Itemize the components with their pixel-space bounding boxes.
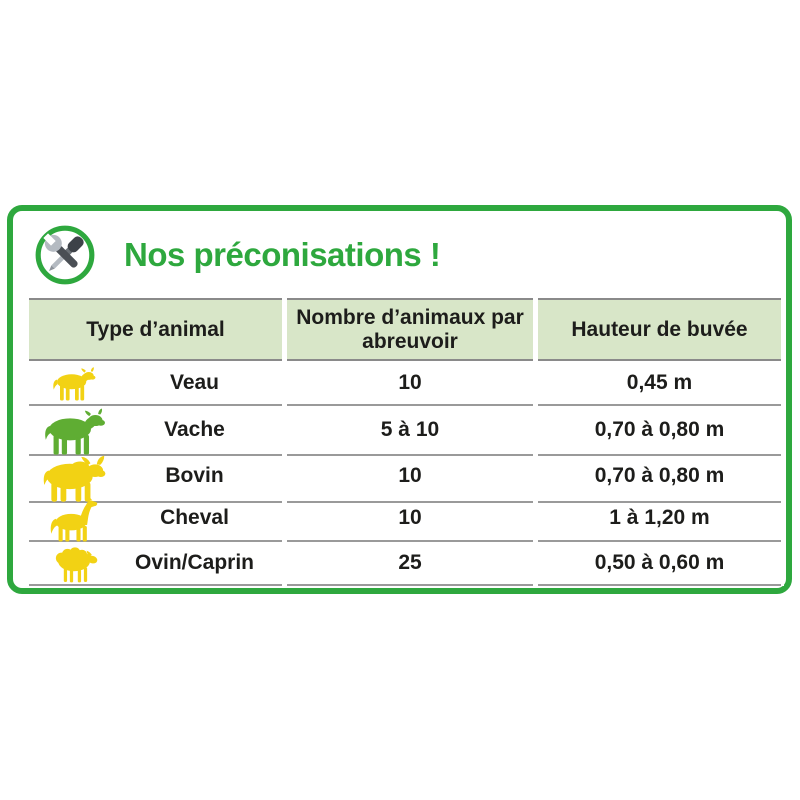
animal-type-cell: Cheval: [29, 496, 282, 542]
table-row: Ovin/Caprin 25 0,50 à 0,60 m: [29, 541, 784, 586]
cow-icon: [37, 406, 113, 454]
drinking-height-value: 0,70 à 0,80 m: [538, 406, 781, 456]
wrench-shape: [43, 233, 78, 268]
animal-type-cell: Ovin/Caprin: [29, 541, 282, 586]
drinking-height-value: 0,50 à 0,60 m: [538, 541, 781, 586]
horse-icon: [37, 496, 113, 540]
recommendations-table: Type d’animal Nombre d’animaux par abreu…: [29, 298, 784, 586]
animal-name: Cheval: [160, 506, 229, 529]
animals-per-waterer-value: 10: [287, 451, 533, 503]
animal-type-cell: Veau: [29, 361, 282, 406]
animal-name: Bovin: [165, 464, 224, 487]
animal-type-cell: Bovin: [29, 451, 282, 503]
animal-name: Vache: [164, 418, 225, 441]
bull-icon: [37, 451, 113, 501]
table-row: Veau 10 0,45 m: [29, 361, 784, 406]
animals-per-waterer-value: 5 à 10: [287, 406, 533, 456]
recommendations-panel: Nos préconisations ! Type d’animal Nombr…: [7, 205, 792, 594]
table-row: Cheval 10 1 à 1,20 m: [29, 496, 784, 542]
table-body: Veau 10 0,45 m Vache 5 à 10 0,70 à 0,80 …: [29, 361, 784, 586]
wrench-screwdriver-icon: [33, 223, 97, 287]
sheep-icon: [37, 541, 113, 584]
animals-per-waterer-value: 25: [287, 541, 533, 586]
drinking-height-value: 1 à 1,20 m: [538, 496, 781, 542]
column-header-drinking-height: Hauteur de buvée: [538, 298, 781, 361]
drinking-height-value: 0,70 à 0,80 m: [538, 451, 781, 503]
animal-type-cell: Vache: [29, 406, 282, 456]
animals-per-waterer-value: 10: [287, 361, 533, 406]
column-header-animals-per-waterer: Nombre d’animaux par abreuvoir: [287, 298, 533, 361]
column-header-animal-type: Type d’animal: [29, 298, 282, 361]
panel-title: Nos préconisations !: [124, 236, 441, 273]
table-row: Bovin 10 0,70 à 0,80 m: [29, 451, 784, 503]
calf-icon: [37, 361, 113, 404]
animals-per-waterer-value: 10: [287, 496, 533, 542]
animal-name: Veau: [169, 370, 220, 394]
drinking-height-value: 0,45 m: [538, 361, 781, 406]
panel-header: Nos préconisations !: [29, 219, 786, 291]
table-row: Vache 5 à 10 0,70 à 0,80 m: [29, 406, 784, 456]
animal-name: Ovin/Caprin: [134, 550, 255, 574]
table-header-row: Type d’animal Nombre d’animaux par abreu…: [29, 298, 784, 361]
